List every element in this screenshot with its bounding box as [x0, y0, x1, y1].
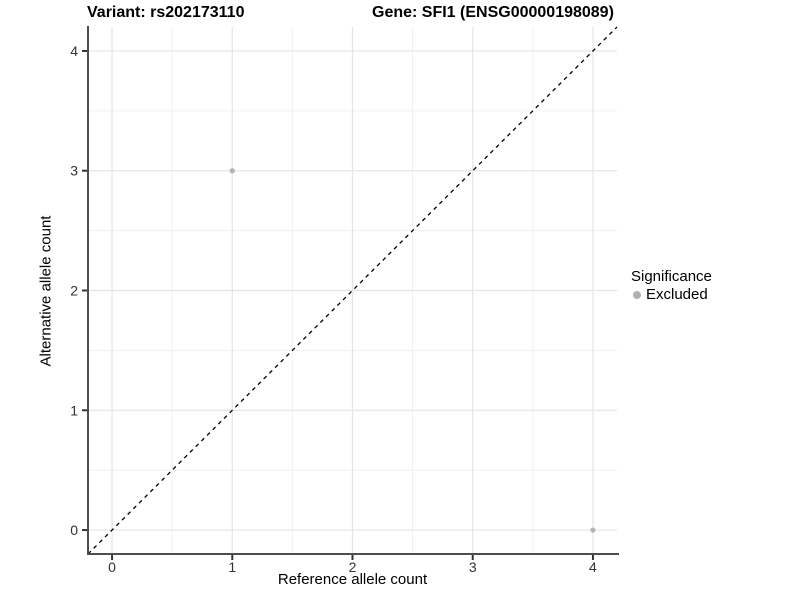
legend: Significance Excluded — [631, 269, 712, 302]
x-axis-label: Reference allele count — [277, 571, 428, 588]
x-tick-label: 0 — [108, 559, 116, 575]
legend-item-label: Excluded — [646, 286, 708, 303]
y-tick-label: 1 — [70, 402, 78, 418]
x-tick-label: 1 — [228, 559, 236, 575]
legend-item-excluded: Excluded — [631, 287, 712, 302]
y-tick-label: 0 — [70, 522, 78, 538]
y-tick-label: 3 — [70, 163, 78, 179]
legend-title: Significance — [631, 268, 712, 285]
y-axis-label: Alternative allele count — [37, 215, 55, 367]
x-tick-label: 3 — [469, 559, 477, 575]
data-point — [229, 168, 235, 174]
plot-title-variant: Variant: rs202173110 — [87, 4, 245, 21]
x-tick-label: 2 — [349, 559, 357, 575]
plot-title-gene: Gene: SFI1 (ENSG00000198089) — [372, 4, 614, 21]
legend-point-icon — [633, 290, 641, 299]
y-tick-label: 4 — [70, 43, 78, 59]
x-tick-label: 4 — [589, 559, 597, 575]
data-point — [590, 527, 596, 533]
y-tick-label: 2 — [70, 283, 78, 299]
